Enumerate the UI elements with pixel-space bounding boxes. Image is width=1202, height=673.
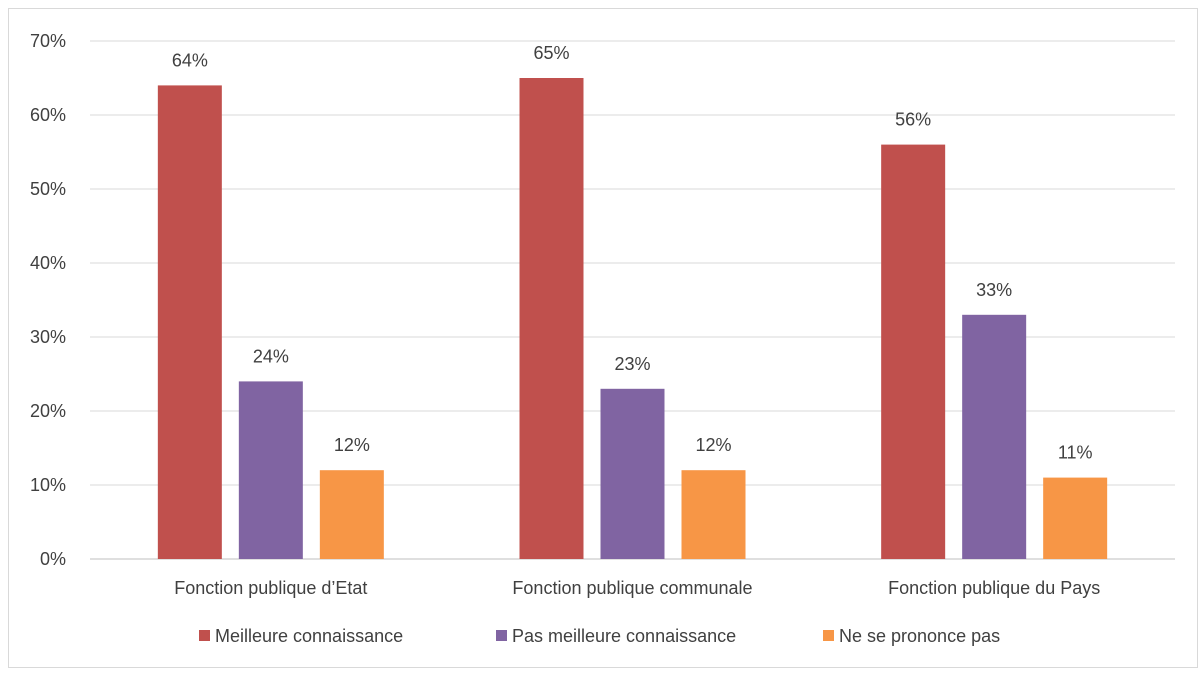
legend-swatch bbox=[496, 630, 507, 641]
y-tick-label: 0% bbox=[40, 549, 66, 569]
bar bbox=[238, 381, 303, 559]
y-tick-label: 30% bbox=[30, 327, 66, 347]
bar bbox=[962, 314, 1027, 559]
legend-label: Meilleure connaissance bbox=[215, 626, 403, 646]
legend-swatch bbox=[199, 630, 210, 641]
y-tick-label: 60% bbox=[30, 105, 66, 125]
bar bbox=[881, 144, 946, 559]
data-label: 23% bbox=[614, 354, 650, 374]
bar bbox=[519, 78, 584, 559]
x-category-label: Fonction publique communale bbox=[512, 578, 752, 598]
data-label: 64% bbox=[172, 50, 208, 70]
data-label: 12% bbox=[695, 435, 731, 455]
y-tick-label: 70% bbox=[30, 31, 66, 51]
bar bbox=[1043, 477, 1108, 559]
legend-label: Pas meilleure connaissance bbox=[512, 626, 736, 646]
data-label: 56% bbox=[895, 110, 931, 130]
bar bbox=[157, 85, 222, 560]
y-tick-label: 40% bbox=[30, 253, 66, 273]
data-label: 33% bbox=[976, 280, 1012, 300]
bar bbox=[600, 388, 665, 559]
y-tick-label: 50% bbox=[30, 179, 66, 199]
y-tick-label: 10% bbox=[30, 475, 66, 495]
x-category-label: Fonction publique du Pays bbox=[888, 578, 1100, 598]
x-category-label: Fonction publique d’Etat bbox=[174, 578, 367, 598]
data-label: 11% bbox=[1058, 443, 1093, 463]
data-label: 24% bbox=[253, 346, 289, 366]
bar bbox=[681, 470, 746, 559]
chart-frame bbox=[8, 8, 1198, 668]
legend-swatch bbox=[823, 630, 834, 641]
data-label: 12% bbox=[334, 435, 370, 455]
y-tick-label: 20% bbox=[30, 401, 66, 421]
legend-label: Ne se prononce pas bbox=[839, 626, 1000, 646]
bar bbox=[319, 470, 384, 559]
data-label: 65% bbox=[533, 43, 569, 63]
